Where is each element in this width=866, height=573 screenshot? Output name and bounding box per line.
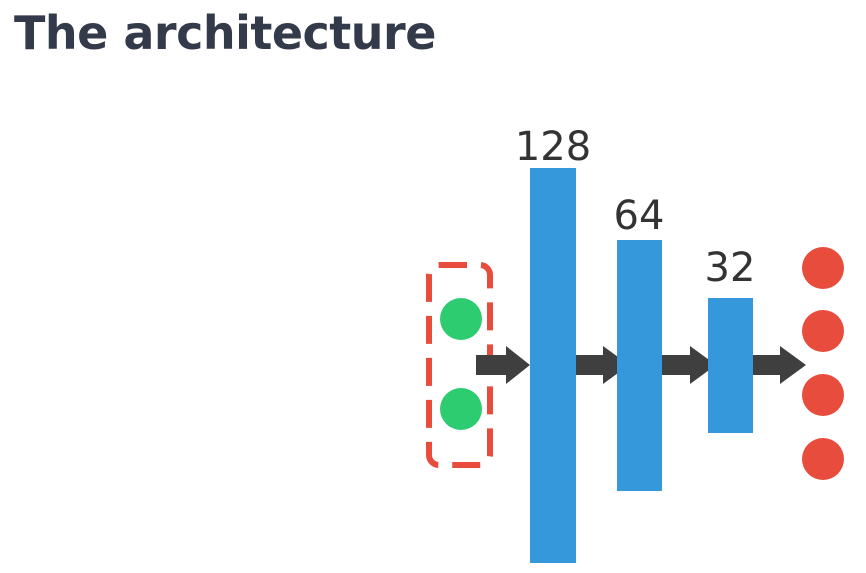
dense-layer-128 xyxy=(530,168,576,563)
layer-64-label: 64 xyxy=(614,193,665,239)
output-node xyxy=(802,438,844,480)
arrow-icon xyxy=(576,346,629,384)
dense-layer-32 xyxy=(708,298,753,433)
page-title: The architecture xyxy=(14,6,436,60)
layer-32-label: 32 xyxy=(705,245,756,291)
output-node xyxy=(802,310,844,352)
output-node xyxy=(802,374,844,416)
arrow-icon xyxy=(662,346,716,384)
arrow-icon xyxy=(476,346,530,384)
layer-128-label: 128 xyxy=(515,124,591,170)
input-node xyxy=(440,298,482,340)
output-node xyxy=(802,247,844,289)
arrow-icon xyxy=(753,346,806,384)
input-node xyxy=(440,388,482,430)
dense-layer-64 xyxy=(617,240,662,491)
